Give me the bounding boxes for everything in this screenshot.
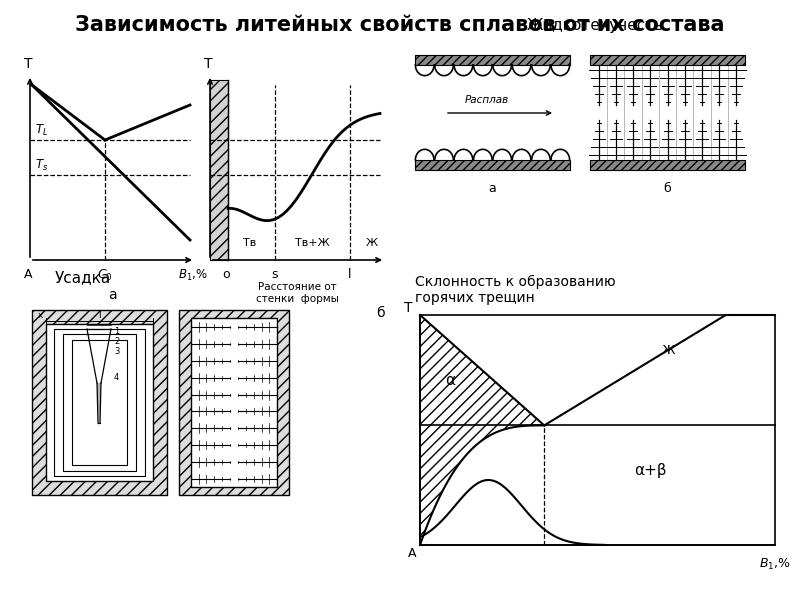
Text: Тв+Ж: Тв+Ж <box>294 238 330 248</box>
Text: A: A <box>24 268 32 281</box>
Text: б: б <box>663 182 671 195</box>
Text: 3: 3 <box>114 346 119 355</box>
Bar <box>72 340 127 466</box>
Text: стенки  формы: стенки формы <box>255 294 338 304</box>
Text: α+β: α+β <box>634 463 667 478</box>
Text: o: o <box>222 268 230 281</box>
Text: Ж: Ж <box>366 238 378 248</box>
Text: s: s <box>272 268 278 281</box>
Text: $B_1$,%: $B_1$,% <box>759 557 791 572</box>
Text: а: а <box>108 288 116 302</box>
Bar <box>415 55 570 65</box>
Text: б: б <box>376 306 384 320</box>
Text: x: x <box>38 311 43 319</box>
Text: Усадка: Усадка <box>55 270 111 285</box>
Text: 2: 2 <box>114 337 119 346</box>
Text: Расстояние от: Расстояние от <box>258 282 336 292</box>
Bar <box>420 315 775 545</box>
Bar <box>32 310 167 495</box>
Text: l: l <box>348 268 352 281</box>
Text: $T_L$: $T_L$ <box>35 123 48 138</box>
Bar <box>191 318 277 487</box>
Text: а: а <box>488 182 496 195</box>
Bar <box>590 160 745 170</box>
Bar <box>46 324 153 481</box>
Text: α: α <box>445 373 455 388</box>
Text: $C_0$: $C_0$ <box>97 268 113 283</box>
Text: $B_1$,%: $B_1$,% <box>178 268 208 283</box>
Text: Жидкотекучесть: Жидкотекучесть <box>526 18 664 33</box>
Bar <box>54 329 145 476</box>
Text: Зависимость литейных свойств сплавов от их состава: Зависимость литейных свойств сплавов от … <box>75 15 725 35</box>
Polygon shape <box>97 383 101 428</box>
Text: ж: ж <box>662 343 675 358</box>
Bar <box>415 160 570 170</box>
Text: T: T <box>204 57 212 71</box>
Text: Расплав: Расплав <box>465 95 509 105</box>
Text: T: T <box>404 301 412 315</box>
Text: Склонность к образованию
горячих трещин: Склонность к образованию горячих трещин <box>415 275 616 305</box>
Text: Тв: Тв <box>243 238 257 248</box>
Text: T: T <box>24 57 32 71</box>
Text: 1: 1 <box>114 326 119 335</box>
Text: A: A <box>408 547 416 560</box>
Bar <box>63 334 136 471</box>
Text: $T_s$: $T_s$ <box>35 158 48 173</box>
Text: l: l <box>98 311 100 319</box>
Bar <box>210 80 228 260</box>
Bar <box>590 55 745 65</box>
Bar <box>179 310 289 495</box>
Text: 4: 4 <box>114 373 119 383</box>
